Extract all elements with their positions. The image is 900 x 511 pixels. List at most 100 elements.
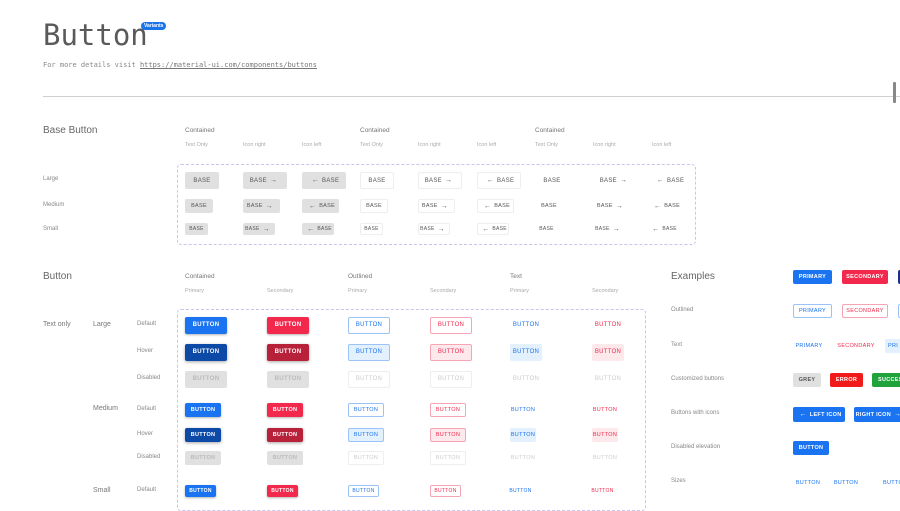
medium-size-button[interactable]: BUTTON bbox=[831, 476, 861, 489]
error-button[interactable]: ERROR bbox=[830, 373, 863, 387]
base-button[interactable]: ← BASE bbox=[647, 223, 679, 235]
outlined-primary-button[interactable]: PRIMARY bbox=[793, 304, 832, 318]
button-outlined-secondary-default[interactable]: BUTTON bbox=[430, 485, 461, 497]
button-text-primary-default[interactable]: BUTTON bbox=[509, 485, 531, 497]
button-contained-primary-disabled[interactable]: BUTTON bbox=[185, 451, 221, 465]
base-button[interactable]: BASE → bbox=[593, 223, 625, 235]
button-outlined-secondary-hover[interactable]: BUTTON bbox=[430, 428, 466, 442]
button-outlined-primary-default[interactable]: BUTTON bbox=[348, 316, 390, 334]
button-outlined-primary-hover[interactable]: BUTTON bbox=[348, 343, 390, 361]
text-primary-hover-button[interactable]: PRI bbox=[885, 339, 900, 353]
button-contained-primary-disabled[interactable]: BUTTON bbox=[185, 370, 227, 388]
button-contained-primary-hover[interactable]: BUTTON bbox=[185, 428, 221, 442]
button-text-secondary-default[interactable]: BUTTON bbox=[591, 485, 613, 497]
button-contained-secondary-default[interactable]: BUTTON bbox=[267, 403, 303, 417]
button-text-secondary-hover[interactable]: BUTTON bbox=[592, 343, 624, 361]
button-text-primary-default[interactable]: BUTTON bbox=[510, 403, 536, 417]
large-size-button[interactable]: BUTTON bbox=[880, 475, 900, 490]
button-label: BUTTON bbox=[272, 455, 298, 461]
base-button[interactable]: BASE bbox=[535, 172, 569, 189]
base-button[interactable]: BASE bbox=[535, 223, 558, 235]
button-label: ERROR bbox=[835, 377, 858, 383]
button-text-secondary-hover[interactable]: BUTTON bbox=[592, 428, 618, 442]
button-contained-secondary-disabled[interactable]: BUTTON bbox=[267, 451, 303, 465]
base-button[interactable]: BASE → bbox=[243, 172, 287, 189]
button-contained-primary-hover[interactable]: BUTTON bbox=[185, 343, 227, 361]
button-contained-secondary-default[interactable]: BUTTON bbox=[267, 485, 298, 497]
base-button[interactable]: BASE → bbox=[593, 172, 637, 189]
button-outlined-primary-default[interactable]: BUTTON bbox=[348, 485, 379, 497]
example-row-label: Text bbox=[671, 342, 683, 348]
base-button[interactable]: ← BASE bbox=[477, 199, 514, 213]
button-label: BUTTON bbox=[592, 432, 618, 438]
base-button[interactable]: BASE bbox=[360, 172, 394, 189]
base-button[interactable]: BASE bbox=[185, 199, 213, 213]
scrollbar-thumb[interactable] bbox=[893, 82, 896, 103]
button-contained-secondary-hover[interactable]: BUTTON bbox=[267, 343, 309, 361]
button-contained-secondary-default[interactable]: BUTTON bbox=[267, 316, 309, 334]
base-button[interactable]: ← BASE bbox=[302, 199, 339, 213]
button-outlined-secondary-default[interactable]: BUTTON bbox=[430, 403, 466, 417]
outlined-secondary-button[interactable]: SECONDARY bbox=[842, 304, 888, 318]
button-outlined-secondary-default[interactable]: BUTTON bbox=[430, 316, 472, 334]
button-text-primary-default[interactable]: BUTTON bbox=[510, 317, 542, 334]
base-button[interactable]: ← BASE bbox=[647, 172, 691, 189]
base-button[interactable]: BASE bbox=[185, 223, 208, 235]
base-button[interactable]: BASE bbox=[360, 199, 388, 213]
examples-heading: Examples bbox=[671, 271, 715, 282]
text-secondary-button[interactable]: SECONDARY bbox=[836, 339, 876, 353]
small-size-button[interactable]: BUTTON bbox=[794, 477, 822, 489]
button-text-primary-disabled[interactable]: BUTTON bbox=[510, 371, 542, 388]
left-icon-button[interactable]: ← LEFT ICON bbox=[793, 407, 845, 422]
button-text-primary-hover[interactable]: BUTTON bbox=[510, 428, 536, 442]
base-button[interactable]: BASE → bbox=[418, 172, 462, 189]
button-text-secondary-default[interactable]: BUTTON bbox=[592, 317, 624, 334]
base-button[interactable]: BASE → bbox=[418, 223, 450, 235]
secondary-button[interactable]: SECONDARY bbox=[842, 270, 888, 284]
base-button[interactable]: ← BASE bbox=[647, 199, 684, 213]
button-text-primary-hover[interactable]: BUTTON bbox=[510, 343, 542, 361]
base-button[interactable]: ← BASE bbox=[302, 223, 334, 235]
button-contained-primary-default[interactable]: BUTTON bbox=[185, 316, 227, 334]
size-label: Medium bbox=[93, 405, 118, 412]
base-button[interactable]: ← BASE bbox=[477, 223, 509, 235]
button-outlined-primary-default[interactable]: BUTTON bbox=[348, 403, 384, 417]
button-outlined-secondary-disabled[interactable]: BUTTON bbox=[430, 451, 466, 465]
text-primary-button[interactable]: PRIMARY bbox=[793, 339, 825, 353]
navy-button-partial[interactable] bbox=[898, 270, 900, 284]
base-button[interactable]: ← BASE bbox=[477, 172, 521, 189]
state-label: Hover bbox=[137, 348, 154, 354]
button-outlined-primary-hover[interactable]: BUTTON bbox=[348, 428, 384, 442]
base-button[interactable]: BASE → bbox=[418, 199, 455, 213]
button-contained-secondary-disabled[interactable]: BUTTON bbox=[267, 370, 309, 388]
right-icon-button[interactable]: RIGHT ICON → bbox=[854, 407, 900, 422]
group-header: Contained bbox=[185, 273, 215, 280]
docs-link[interactable]: https://material-ui.com/components/butto… bbox=[139, 61, 317, 69]
button-outlined-secondary-hover[interactable]: BUTTON bbox=[430, 343, 472, 361]
base-button[interactable]: ← BASE bbox=[302, 172, 346, 189]
button-outlined-secondary-disabled[interactable]: BUTTON bbox=[430, 370, 472, 388]
base-button[interactable]: BASE → bbox=[593, 199, 630, 213]
base-button[interactable]: BASE → bbox=[243, 199, 280, 213]
disabled-elevation-button[interactable]: BUTTON bbox=[793, 441, 829, 455]
primary-button[interactable]: PRIMARY bbox=[793, 270, 832, 284]
outlined-button-partial[interactable] bbox=[898, 304, 900, 318]
grey-button[interactable]: GREY bbox=[793, 373, 821, 387]
button-contained-primary-default[interactable]: BUTTON bbox=[185, 485, 216, 497]
base-button[interactable]: BASE bbox=[185, 172, 219, 189]
button-outlined-primary-disabled[interactable]: BUTTON bbox=[348, 451, 384, 465]
success-button[interactable]: SUCCESS bbox=[872, 373, 900, 387]
button-text-secondary-default[interactable]: BUTTON bbox=[592, 403, 618, 417]
button-contained-primary-default[interactable]: BUTTON bbox=[185, 403, 221, 417]
base-button[interactable]: BASE bbox=[360, 223, 383, 235]
button-contained-secondary-hover[interactable]: BUTTON bbox=[267, 428, 303, 442]
base-button[interactable]: BASE → bbox=[243, 223, 275, 235]
group-header: Outlined bbox=[348, 273, 373, 280]
button-text-primary-disabled[interactable]: BUTTON bbox=[510, 451, 536, 465]
button-outlined-primary-disabled[interactable]: BUTTON bbox=[348, 370, 390, 388]
button-text-secondary-disabled[interactable]: BUTTON bbox=[592, 371, 624, 388]
button-label: BASE bbox=[664, 203, 681, 209]
button-text-secondary-disabled[interactable]: BUTTON bbox=[592, 451, 618, 465]
sub-header: Secondary bbox=[592, 288, 619, 294]
base-button[interactable]: BASE bbox=[535, 199, 563, 213]
